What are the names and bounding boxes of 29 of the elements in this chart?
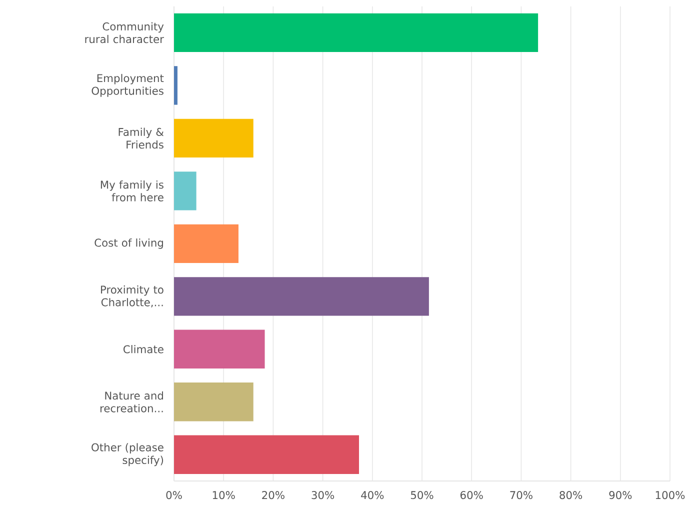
x-tick-label: 80%: [560, 491, 582, 500]
y-tick-label: Community rural character: [85, 22, 164, 44]
bar: [174, 382, 254, 422]
bar: [174, 277, 429, 316]
bar: [174, 66, 178, 105]
bar: [174, 435, 360, 474]
y-tick-label: Climate: [124, 345, 164, 354]
y-tick-label: Proximity to Charlotte,...: [101, 285, 164, 308]
x-tick-label: 60%: [460, 491, 483, 500]
x-tick-label: 40%: [361, 491, 384, 500]
bar: [174, 224, 238, 263]
x-tick-label: 100%: [656, 491, 685, 500]
x-tick-label: 50%: [410, 491, 434, 500]
y-tick-label: My family is from here: [100, 180, 164, 202]
x-tick-label: 70%: [510, 491, 532, 500]
x-tick-label: 10%: [212, 491, 235, 500]
y-tick-label: Other (please specify): [92, 443, 164, 466]
x-tick-label: 20%: [262, 491, 284, 500]
y-tick-label: Cost of living: [94, 238, 163, 249]
y-tick-label: Family & Friends: [118, 128, 164, 149]
x-tick-label: 30%: [312, 491, 334, 500]
bar: [174, 118, 254, 158]
bar: [174, 172, 196, 210]
bar: [174, 13, 538, 52]
x-tick-label: 90%: [609, 491, 632, 500]
y-tick-label: Nature and recreation...: [100, 391, 163, 412]
x-tick-label: 0%: [166, 491, 182, 500]
y-tick-label: Employment Opportunities: [92, 74, 164, 97]
bar: [174, 330, 265, 368]
